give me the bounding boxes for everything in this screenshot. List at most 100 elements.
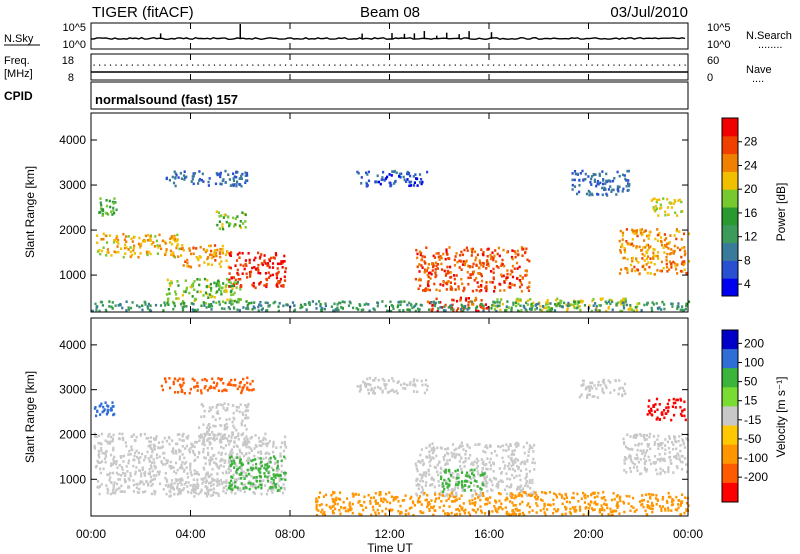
data-pixel [505, 276, 508, 279]
data-pixel [169, 386, 172, 390]
data-pixel [638, 245, 641, 249]
data-pixel [150, 466, 153, 469]
date-title: 03/Jul/2010 [610, 4, 688, 21]
data-pixel [220, 292, 223, 296]
data-pixel [279, 452, 282, 455]
data-pixel [588, 393, 591, 396]
data-pixel [430, 301, 433, 304]
data-pixel [666, 197, 669, 201]
data-pixel [370, 387, 373, 390]
data-pixel [261, 442, 264, 446]
data-pixel [515, 507, 518, 511]
data-pixel [106, 441, 110, 445]
frequency-dot [476, 64, 478, 66]
data-pixel [372, 391, 375, 395]
data-pixel [272, 440, 275, 444]
data-pixel [230, 303, 233, 306]
data-pixel [619, 309, 622, 313]
data-pixel [247, 459, 250, 463]
data-pixel [443, 478, 446, 482]
data-pixel [257, 263, 260, 267]
freq-label-line2: [MHz] [4, 68, 33, 80]
data-pixel [679, 308, 682, 312]
data-pixel [656, 239, 660, 243]
data-pixel [505, 512, 508, 515]
data-pixel [471, 494, 474, 497]
data-pixel [527, 450, 530, 453]
data-pixel [413, 378, 416, 381]
data-pixel [382, 500, 385, 504]
data-pixel [123, 478, 126, 481]
data-pixel [228, 417, 231, 421]
data-pixel [268, 266, 271, 269]
data-pixel [678, 435, 681, 438]
data-pixel [148, 440, 151, 443]
data-pixel [670, 248, 673, 251]
data-pixel [484, 498, 487, 501]
data-pixel [246, 388, 249, 391]
data-pixel [488, 478, 491, 482]
data-pixel [644, 246, 647, 249]
data-pixel [436, 267, 439, 270]
data-pixel [222, 178, 225, 181]
data-pixel [323, 513, 327, 517]
data-pixel [519, 274, 522, 278]
data-pixel [143, 471, 146, 475]
data-pixel [181, 453, 184, 456]
data-pixel [409, 180, 413, 184]
data-pixel [132, 490, 135, 493]
data-pixel [531, 478, 534, 482]
data-pixel [270, 489, 273, 492]
data-pixel [489, 467, 492, 471]
data-pixel [390, 389, 393, 392]
data-pixel [234, 480, 237, 484]
data-pixel [439, 477, 443, 481]
data-pixel [243, 477, 246, 480]
data-pixel [138, 482, 142, 485]
data-pixel [168, 282, 171, 285]
data-pixel [582, 491, 585, 495]
data-pixel [620, 302, 623, 306]
data-pixel [640, 499, 643, 502]
data-pixel [438, 484, 441, 487]
data-pixel [168, 495, 171, 498]
data-pixel [110, 481, 113, 484]
frequency-dot [306, 64, 309, 66]
data-pixel [215, 301, 218, 305]
data-pixel [660, 260, 663, 264]
data-pixel [158, 473, 161, 476]
data-pixel [508, 477, 512, 481]
data-pixel [202, 423, 205, 426]
data-pixel [161, 440, 164, 444]
data-pixel [601, 497, 604, 500]
data-pixel [241, 252, 244, 255]
data-pixel [238, 487, 242, 490]
data-pixel [195, 472, 198, 475]
data-pixel [379, 491, 382, 494]
data-pixel [240, 477, 243, 480]
data-pixel [112, 446, 115, 450]
data-pixel [642, 449, 645, 452]
data-pixel [428, 502, 431, 506]
data-pixel [174, 177, 177, 180]
data-pixel [457, 476, 460, 480]
data-pixel [213, 386, 216, 390]
data-pixel [242, 483, 245, 487]
data-pixel [223, 427, 226, 431]
data-pixel [244, 171, 247, 174]
data-pixel [176, 379, 179, 382]
data-pixel [148, 459, 151, 463]
data-pixel [398, 172, 401, 176]
data-pixel [100, 483, 103, 486]
data-pixel [659, 236, 663, 239]
data-pixel [215, 384, 218, 388]
data-pixel [210, 253, 213, 257]
data-pixel [448, 505, 451, 508]
data-pixel [222, 489, 225, 493]
data-pixel [491, 281, 494, 284]
data-pixel [105, 254, 108, 257]
data-pixel [667, 509, 670, 512]
data-pixel [188, 450, 191, 454]
data-pixel [489, 253, 492, 257]
